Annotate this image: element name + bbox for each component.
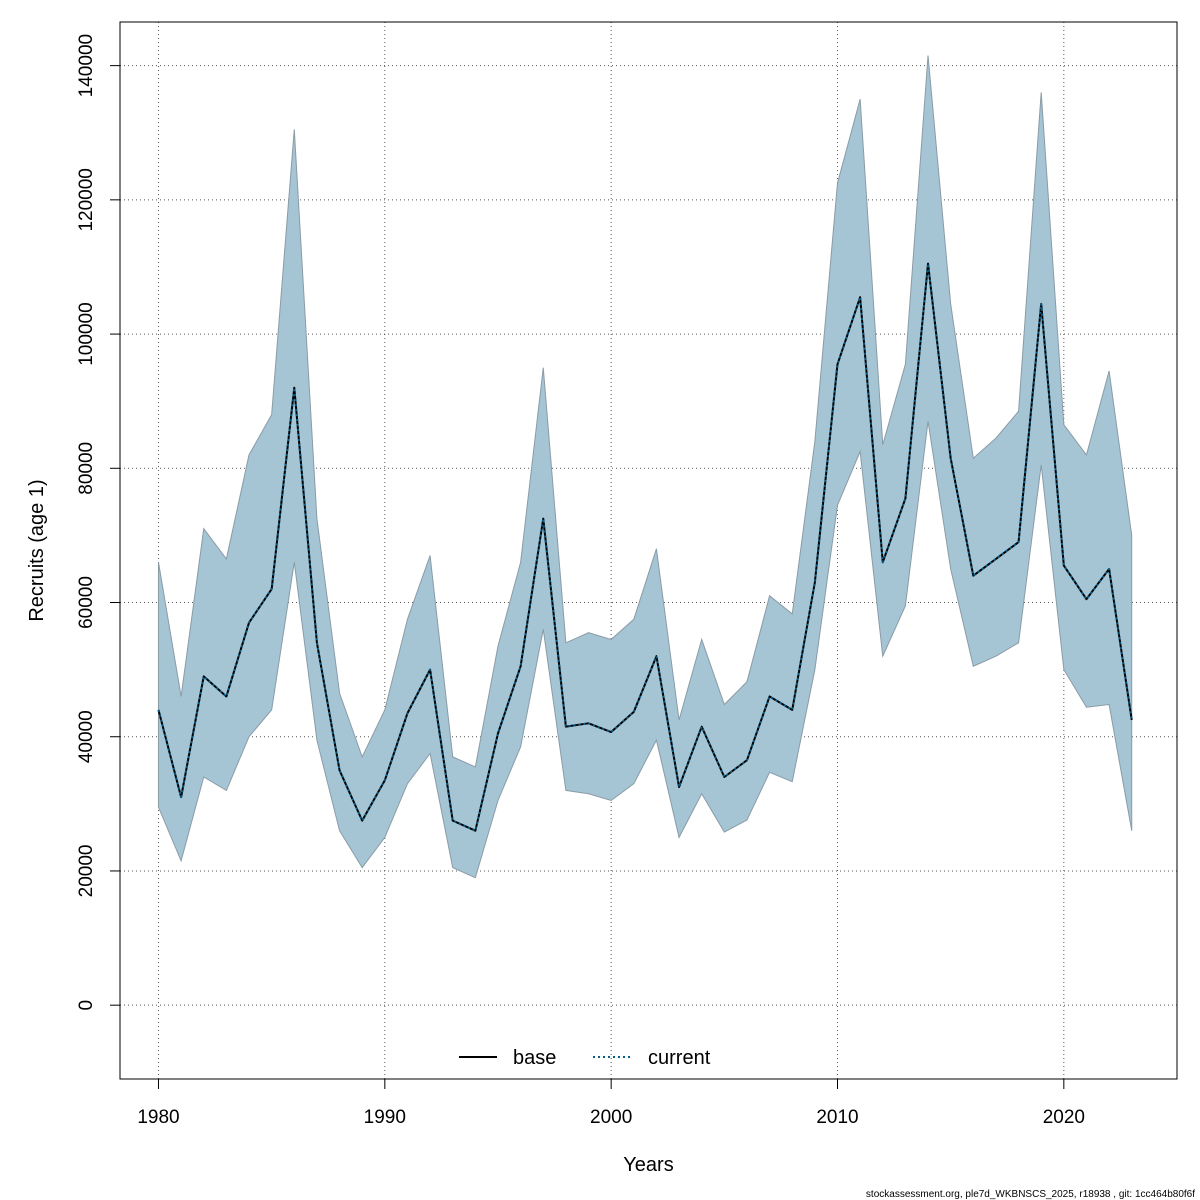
footer-credit: stockassessment.org, ple7d_WKBNSCS_2025,… [866, 1189, 1195, 1200]
y-tick-label-100000: 100000 [76, 302, 97, 365]
x-axis: 1980 1990 2000 2010 2020 [137, 1078, 1085, 1128]
y-tick-label-120000: 120000 [76, 168, 97, 231]
legend: base current [459, 1047, 711, 1069]
x-tick-label-1980: 1980 [137, 1107, 179, 1128]
y-axis: 0 20000 40000 60000 80000 100000 120000 140000 [76, 34, 121, 1011]
y-tick-label-140000: 140000 [76, 34, 97, 97]
series-lines [157, 262, 1133, 832]
y-tick-label-0: 0 [76, 1000, 97, 1011]
y-tick-label-20000: 20000 [76, 845, 97, 898]
y-tick-label-60000: 60000 [76, 576, 97, 629]
legend-label-base: base [513, 1047, 556, 1069]
x-tick-label-2010: 2010 [816, 1107, 858, 1128]
series-line-current [157, 262, 1133, 832]
y-tick-label-40000: 40000 [76, 710, 97, 763]
y-tick-label-80000: 80000 [76, 442, 97, 495]
x-tick-label-2020: 2020 [1043, 1107, 1085, 1128]
y-axis-title: Recruits (age 1) [26, 479, 48, 621]
x-tick-label-2000: 2000 [590, 1107, 632, 1128]
x-tick-label-1990: 1990 [364, 1107, 406, 1128]
legend-label-current: current [648, 1047, 711, 1069]
confidence-band [157, 55, 1133, 879]
x-axis-title: Years [623, 1154, 673, 1176]
